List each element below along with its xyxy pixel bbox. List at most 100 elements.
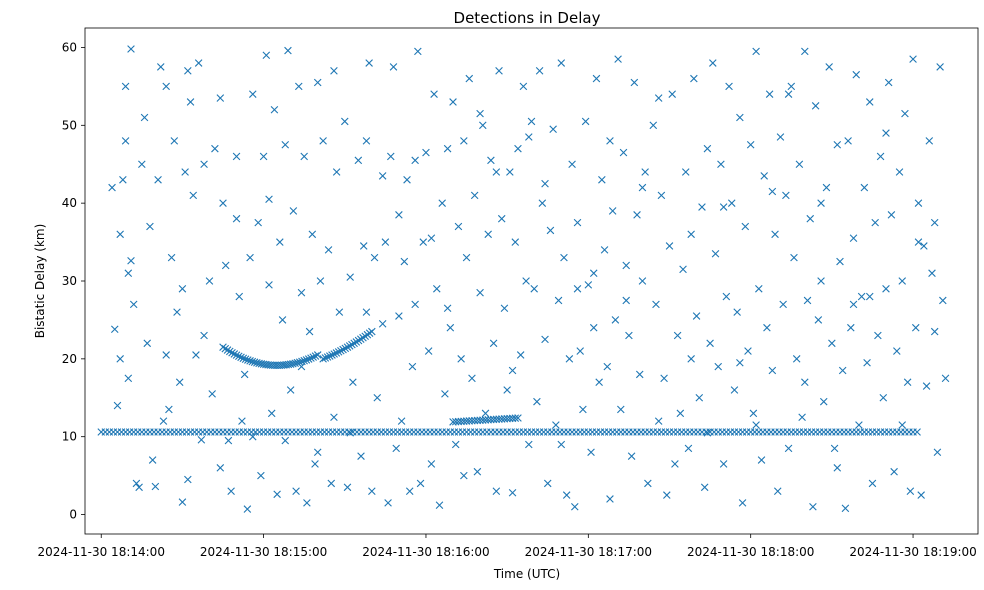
- data-point: [911, 323, 920, 332]
- data-point: [389, 63, 398, 71]
- data-point: [898, 421, 907, 429]
- data-point: [914, 199, 923, 207]
- data-point: [717, 160, 725, 169]
- data-point: [497, 214, 506, 223]
- x-tick-label: 2024-11-30 18:19:00: [849, 545, 976, 559]
- data-point: [727, 199, 736, 207]
- data-point-arc: [341, 344, 350, 353]
- y-tick-label: 10: [62, 430, 77, 444]
- data-point: [622, 296, 631, 305]
- data-point: [893, 347, 901, 355]
- data-point: [663, 491, 671, 499]
- data-point: [755, 284, 763, 293]
- data-point-arc: [293, 358, 302, 367]
- data-point-arc: [313, 351, 322, 359]
- data-point: [560, 253, 568, 262]
- data-point: [936, 63, 944, 71]
- data-point: [400, 257, 409, 266]
- data-point: [221, 261, 230, 270]
- data-point: [508, 488, 517, 497]
- data-point: [652, 300, 660, 309]
- x-axis: 2024-11-30 18:14:00 2024-11-30 18:15:00 20…: [38, 534, 977, 559]
- data-point: [617, 405, 625, 414]
- data-point: [752, 47, 760, 56]
- data-point: [622, 261, 631, 270]
- data-point: [857, 292, 866, 301]
- data-point: [248, 90, 257, 98]
- data-point: [627, 452, 636, 460]
- data-point: [530, 284, 538, 293]
- data-point: [159, 417, 168, 425]
- data-point: [346, 273, 354, 281]
- data-point: [871, 218, 879, 227]
- y-tick-label: 30: [62, 274, 77, 288]
- data-point: [416, 479, 425, 488]
- data-point: [522, 277, 530, 285]
- data-point: [243, 505, 252, 513]
- y-tick-label: 50: [62, 118, 77, 132]
- data-point: [890, 467, 898, 476]
- data-point-arc: [334, 348, 343, 356]
- data-point: [140, 113, 149, 122]
- data-point: [386, 152, 395, 161]
- data-point: [113, 401, 122, 410]
- data-point: [584, 281, 593, 289]
- data-point: [343, 483, 352, 492]
- data-point: [503, 386, 511, 394]
- data-point: [292, 487, 300, 495]
- data-point-arc: [307, 354, 315, 362]
- data-point: [592, 74, 601, 83]
- data-point-arc: [235, 352, 243, 361]
- data-point: [395, 312, 403, 320]
- data-point: [757, 456, 766, 464]
- data-point: [849, 300, 858, 309]
- data-point: [638, 277, 647, 285]
- data-point: [709, 59, 717, 67]
- data-point: [308, 230, 317, 239]
- data-point-arc: [348, 340, 356, 349]
- data-point-arc: [248, 357, 257, 366]
- data-point: [441, 390, 449, 398]
- data-point: [165, 405, 173, 414]
- data-point: [465, 74, 474, 83]
- data-point: [706, 339, 714, 348]
- data-point: [649, 121, 658, 130]
- data-point: [419, 238, 428, 246]
- data-point-arc: [239, 354, 248, 363]
- data-point: [246, 253, 254, 262]
- x-tick-label: 2024-11-30 18:16:00: [362, 545, 489, 559]
- data-point: [178, 284, 187, 293]
- data-point: [327, 479, 336, 488]
- data-point: [817, 277, 825, 285]
- data-point: [211, 144, 219, 153]
- data-point: [384, 499, 392, 507]
- data-point: [768, 366, 777, 375]
- data-point: [116, 230, 124, 239]
- data-point: [844, 137, 852, 145]
- data-point: [887, 211, 896, 219]
- data-point: [901, 109, 909, 118]
- data-point: [768, 187, 777, 196]
- plot-frame: [84, 27, 979, 535]
- data-point: [930, 327, 939, 336]
- data-point: [836, 257, 844, 266]
- data-point: [330, 413, 338, 422]
- data-point: [129, 300, 138, 309]
- data-point: [654, 417, 663, 425]
- data-point: [790, 253, 798, 262]
- data-point: [273, 490, 281, 499]
- data-point: [538, 199, 547, 207]
- data-point: [676, 409, 685, 418]
- data-point: [143, 339, 152, 348]
- data-point: [332, 168, 341, 176]
- data-point: [257, 471, 265, 480]
- data-point: [443, 304, 452, 313]
- data-point: [405, 487, 414, 495]
- data-point: [771, 230, 779, 239]
- data-point: [830, 444, 839, 453]
- data-point: [219, 199, 227, 207]
- data-point: [922, 382, 931, 390]
- data-point: [316, 277, 325, 285]
- data-point: [330, 67, 338, 75]
- data-point: [782, 191, 790, 200]
